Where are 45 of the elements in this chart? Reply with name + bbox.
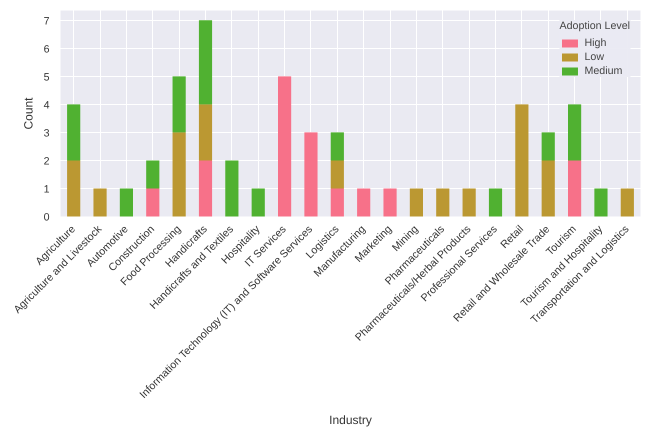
bar	[146, 160, 160, 188]
bar	[594, 188, 608, 216]
bar	[357, 188, 370, 216]
legend-label: High	[584, 37, 606, 49]
bar	[172, 132, 186, 216]
legend-title: Adoption Level	[559, 20, 630, 32]
bar	[462, 188, 476, 216]
bar	[67, 104, 80, 160]
bar	[542, 132, 555, 160]
bar	[330, 160, 344, 188]
bar	[252, 188, 265, 216]
bar	[198, 20, 212, 104]
bar	[120, 188, 133, 216]
bar	[67, 160, 80, 216]
bar	[330, 132, 344, 160]
legend-label: Low	[584, 51, 604, 63]
bar	[146, 188, 160, 216]
bar	[172, 76, 186, 132]
bar	[488, 188, 502, 216]
y-tick-label: 1	[44, 183, 50, 196]
bar	[278, 76, 292, 216]
bar	[330, 188, 344, 216]
bar	[568, 104, 582, 160]
legend-label: Medium	[584, 65, 622, 77]
y-tick-label: 4	[44, 99, 50, 112]
y-tick-label: 2	[44, 155, 50, 168]
y-tick-label: 7	[44, 15, 50, 28]
bar	[198, 160, 212, 216]
bar	[93, 188, 107, 216]
bar	[542, 160, 555, 216]
y-tick-label: 0	[44, 212, 50, 224]
y-tick-label: 5	[44, 71, 50, 84]
bar	[620, 188, 634, 216]
bar	[383, 188, 397, 216]
bar	[568, 160, 582, 216]
bar	[515, 104, 528, 216]
x-axis-title: Industry	[329, 413, 372, 428]
bar	[436, 188, 450, 216]
y-tick-label: 3	[44, 127, 50, 140]
bar	[198, 104, 212, 160]
bar	[304, 132, 318, 216]
y-tick-label: 6	[44, 43, 50, 56]
bar	[410, 188, 423, 216]
bar	[225, 160, 238, 216]
y-axis-title: Count	[22, 96, 36, 130]
